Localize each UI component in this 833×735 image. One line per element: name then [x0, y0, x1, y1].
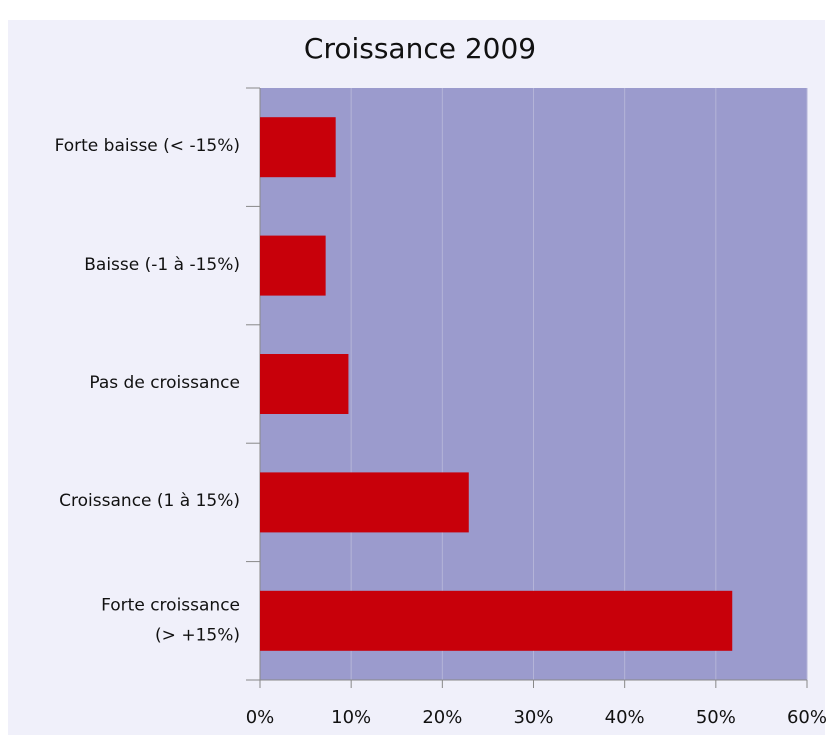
y-tick-label: Pas de croissance	[89, 373, 240, 394]
x-tick-label: 60%	[787, 707, 827, 728]
y-tick-label: Baisse (-1 à -15%)	[84, 254, 240, 275]
y-tick-label: Forte croissance (> +15%)	[101, 595, 240, 645]
x-tick-label: 40%	[605, 707, 645, 728]
x-tick-label: 20%	[422, 707, 462, 728]
y-tick-label: Forte baisse (< -15%)	[54, 136, 240, 157]
x-tick-label: 30%	[513, 707, 553, 728]
x-tick-label: 10%	[331, 707, 371, 728]
x-tick-label: 50%	[696, 707, 736, 728]
chart-title: Croissance 2009	[303, 32, 537, 65]
bar	[260, 590, 733, 651]
y-tick-label: Croissance (1 à 15%)	[59, 491, 240, 512]
bar	[260, 354, 349, 414]
bar	[260, 117, 336, 178]
bar	[260, 472, 469, 533]
x-tick-label: 0%	[246, 707, 275, 728]
bar	[260, 235, 326, 296]
